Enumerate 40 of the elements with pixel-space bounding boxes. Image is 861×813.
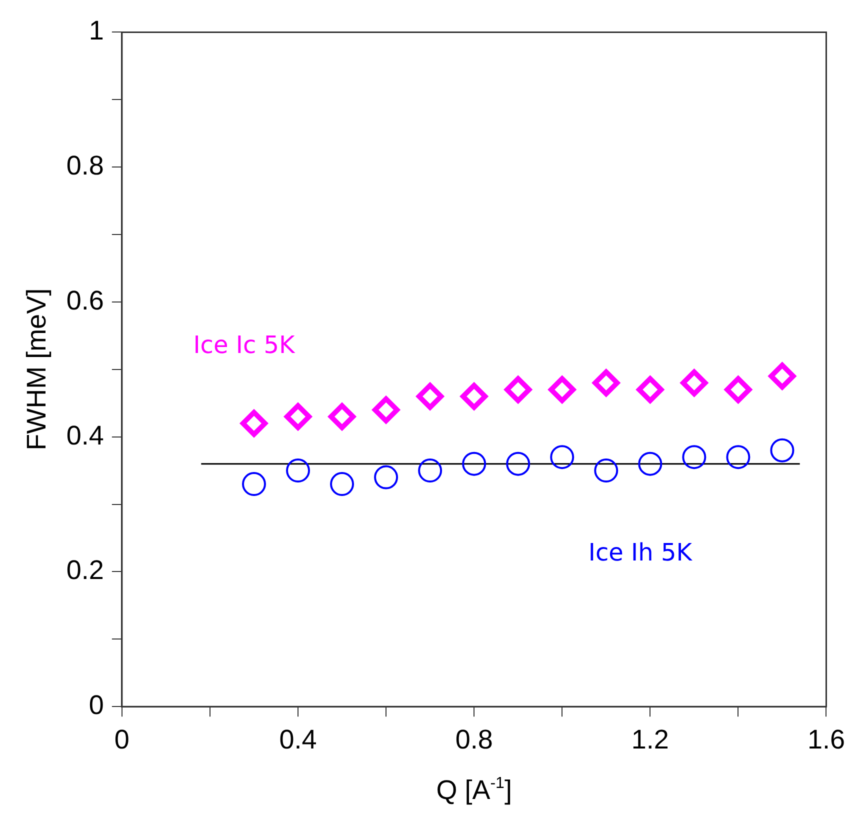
y-axis-title: FWHM [meV] (22, 288, 52, 450)
point (328, 403, 356, 430)
point (506, 452, 530, 476)
point (242, 472, 266, 496)
point (550, 445, 574, 470)
point (638, 452, 662, 476)
y-tick-label: 0.2 (66, 555, 104, 586)
point (726, 445, 750, 470)
point (724, 376, 752, 404)
point (548, 376, 576, 404)
x-tick-label: 0 (114, 724, 130, 754)
point (770, 438, 794, 462)
point (680, 369, 708, 396)
series-label: Ice Ic 5K (193, 330, 296, 359)
point (462, 452, 486, 476)
y-tick-label: 1 (88, 16, 104, 46)
x-tick-label: 0.8 (455, 724, 493, 754)
point (374, 465, 398, 490)
point (286, 458, 310, 483)
point (284, 403, 312, 430)
point (416, 382, 444, 410)
point (594, 458, 618, 483)
y-tick-label: 0.8 (66, 150, 104, 181)
point (460, 382, 488, 410)
point (682, 445, 706, 470)
point (592, 369, 620, 396)
point (418, 458, 442, 483)
point (504, 376, 532, 404)
point (240, 410, 268, 437)
x-tick-label: 1.6 (807, 724, 846, 754)
y-tick-label: 0 (88, 690, 104, 720)
point (768, 362, 796, 390)
text: Ice Ih 5K (588, 538, 694, 566)
x-tick-label: 1.2 (631, 724, 669, 754)
x-tick-label: 0.4 (279, 724, 317, 754)
point (372, 396, 400, 424)
point (636, 376, 664, 404)
y-tick-label: 0.4 (66, 420, 104, 450)
point (330, 472, 354, 496)
y-tick-label: 0.6 (66, 285, 104, 316)
